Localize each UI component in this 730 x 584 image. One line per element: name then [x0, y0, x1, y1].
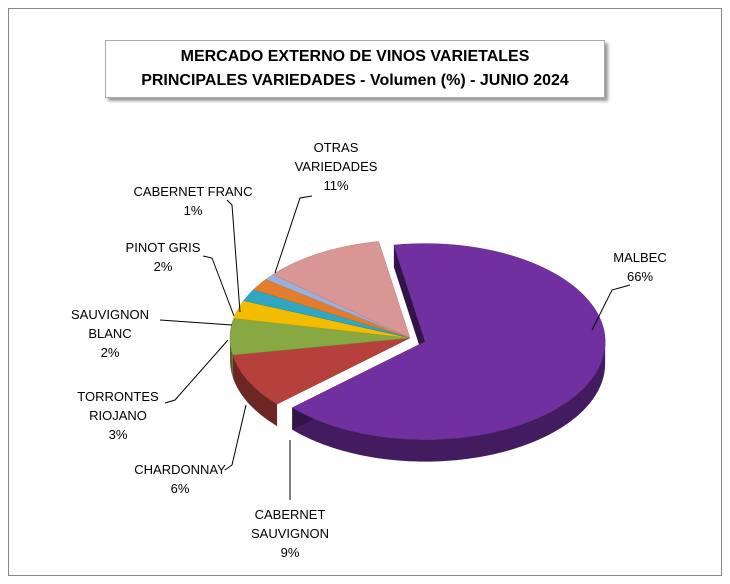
slice-side	[232, 355, 278, 427]
category-label: OTRAS VARIEDADES	[294, 140, 378, 174]
category-label: SAUVIGNON BLANC	[70, 307, 149, 341]
leader-line	[159, 319, 233, 326]
value-label: 2%	[153, 259, 173, 274]
category-label: CABERNET FRANC	[133, 184, 253, 199]
value-label: 3%	[108, 427, 128, 442]
data-label: CHARDONNAY 6%	[125, 460, 235, 498]
value-label: 66%	[626, 269, 654, 284]
data-label: MALBEC 66%	[600, 248, 680, 286]
value-label: 6%	[170, 481, 190, 496]
leader-line	[164, 339, 229, 404]
slice	[229, 318, 411, 356]
value-label: 9%	[280, 545, 300, 560]
title-box: MERCADO EXTERNO DE VINOS VARIETALES PRIN…	[105, 40, 605, 98]
leader-line	[226, 199, 241, 313]
slice	[232, 337, 411, 405]
slice	[272, 241, 411, 339]
leader-line	[591, 284, 631, 331]
leader-line	[202, 255, 235, 317]
category-label: CHARDONNAY	[134, 462, 226, 477]
category-label: PINOT GRIS	[125, 240, 201, 255]
slice	[243, 289, 411, 339]
category-label: CABERNET SAUVIGNON	[250, 507, 329, 541]
data-label: CABERNET FRANC 1%	[113, 182, 273, 220]
chart-subtitle: PRINCIPALES VARIEDADES - Volumen (%) - J…	[141, 72, 569, 89]
data-label: CABERNET SAUVIGNON 9%	[245, 505, 335, 562]
category-label: TORRONTES RIOJANO	[77, 389, 159, 423]
slice-wall	[393, 245, 426, 364]
chart-title: MERCADO EXTERNO DE VINOS VARIETALES	[180, 48, 530, 65]
slice	[233, 300, 411, 339]
leader-line	[274, 195, 313, 274]
data-label: OTRAS VARIEDADES 11%	[291, 138, 381, 195]
category-label: MALBEC	[613, 250, 667, 265]
value-label: 11%	[323, 178, 349, 193]
leader-line	[224, 404, 247, 471]
slice	[291, 243, 606, 440]
data-label: PINOT GRIS 2%	[113, 238, 213, 276]
data-label: SAUVIGNON BLANC 2%	[65, 305, 155, 362]
value-label: 2%	[100, 345, 120, 360]
value-label: 1%	[183, 203, 203, 218]
data-label: TORRONTES RIOJANO 3%	[68, 387, 168, 444]
slice	[253, 279, 411, 339]
slice-side	[292, 341, 606, 462]
